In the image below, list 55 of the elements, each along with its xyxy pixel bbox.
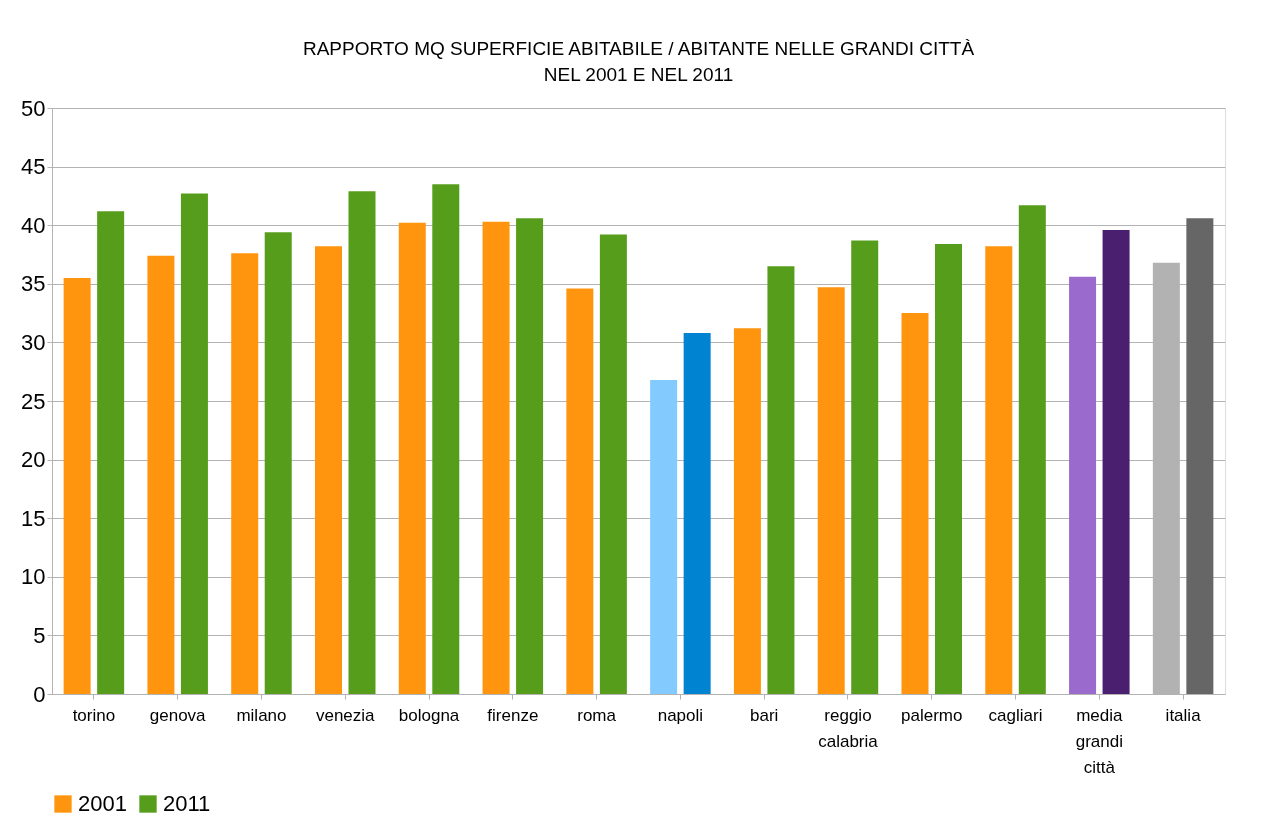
bar — [1069, 276, 1097, 694]
bar — [817, 287, 845, 694]
y-tick-label: 15 — [21, 505, 46, 531]
bar — [851, 240, 879, 694]
bar — [683, 333, 711, 694]
x-tick-label: cagliari — [988, 705, 1043, 725]
x-tick-label: palermo — [901, 705, 963, 725]
legend-label: 2001 — [78, 791, 127, 816]
y-tick-label: 50 — [21, 95, 46, 121]
x-tick-label: venezia — [315, 705, 376, 725]
bar — [1102, 229, 1130, 694]
bar — [566, 288, 594, 694]
y-tick-label: 40 — [21, 212, 46, 238]
bar — [1018, 205, 1046, 694]
bar — [935, 243, 963, 694]
bar — [650, 379, 678, 694]
x-tick-label: torino — [72, 705, 116, 725]
y-tick-label: 20 — [21, 447, 46, 473]
bar — [516, 218, 544, 694]
bar — [482, 221, 510, 694]
y-tick-label: 5 — [33, 622, 46, 648]
y-tick-label: 35 — [21, 271, 46, 297]
bar — [599, 234, 627, 694]
y-tick-label: 30 — [21, 329, 46, 355]
bar — [264, 232, 292, 694]
x-tick-label: firenze — [487, 705, 539, 725]
y-tick-label: 10 — [21, 564, 46, 590]
x-tick-label: milano — [236, 705, 287, 725]
y-tick-label: 0 — [33, 681, 46, 707]
x-tick-label: reggio calabria — [818, 705, 879, 751]
bar — [231, 253, 259, 694]
x-tick-label: media grandi città — [1075, 705, 1124, 777]
bar — [432, 184, 460, 694]
y-tick-label: 45 — [21, 154, 46, 180]
bar — [985, 246, 1013, 694]
bar — [733, 328, 761, 694]
bar — [348, 191, 376, 694]
y-tick-label: 25 — [21, 388, 46, 414]
bar — [314, 246, 342, 694]
x-tick-label: bologna — [398, 705, 460, 725]
x-tick-label: italia — [1165, 705, 1202, 725]
x-tick-label: genova — [149, 705, 207, 725]
legend-label: 2011 — [163, 791, 211, 816]
bar — [180, 193, 208, 694]
x-tick-label: napoli — [657, 705, 704, 725]
bar — [398, 222, 426, 694]
x-tick-label: bari — [750, 705, 779, 725]
bar — [147, 255, 175, 694]
chart-title: RAPPORTO MQ SUPERFICIE ABITABILE / ABITANTE NELLE GRANDI CITTÀ NEL 2001 E NEL 2011 — [302, 38, 975, 85]
bar — [63, 277, 91, 694]
bar — [767, 266, 795, 694]
x-tick-label: roma — [577, 705, 617, 725]
bar — [97, 211, 125, 694]
bar — [1186, 218, 1214, 694]
bar — [901, 313, 929, 694]
